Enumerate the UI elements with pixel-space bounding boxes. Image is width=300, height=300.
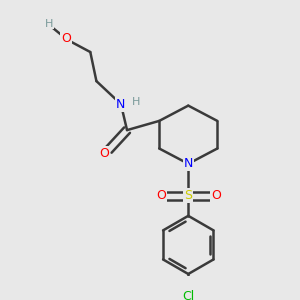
Text: N: N [116,98,126,111]
Text: Cl: Cl [182,290,194,300]
Text: O: O [61,32,71,45]
Text: H: H [131,97,140,106]
Text: H: H [45,19,53,28]
Text: O: O [156,189,166,203]
Text: O: O [99,147,109,160]
Text: O: O [211,189,221,203]
Text: S: S [184,189,192,203]
Text: N: N [184,157,193,170]
